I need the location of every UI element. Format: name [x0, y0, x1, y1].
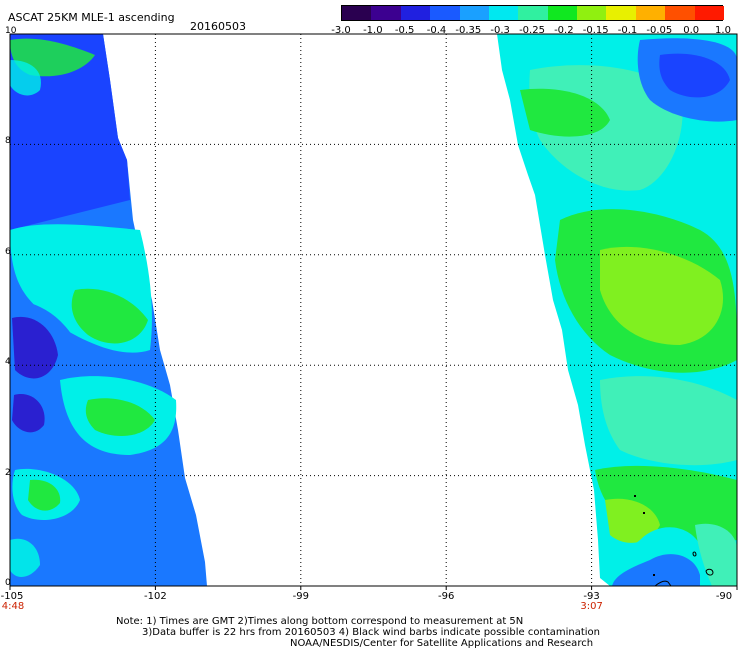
axis-ticks [9, 586, 738, 590]
wind-barbs [634, 495, 655, 576]
swath-west-green-south [28, 479, 61, 511]
x-axis-label: -96 [438, 591, 455, 602]
y-axis-label: 2 [5, 467, 11, 478]
y-axis-label: 4 [5, 357, 11, 368]
x-axis-label: -90 [715, 591, 733, 602]
coastline [654, 551, 714, 587]
swath-east-deep-blue-ne [659, 53, 730, 98]
galapagos-coastline [654, 580, 672, 587]
x-axis-label: -93 [583, 591, 600, 602]
island-outline-small [692, 551, 697, 557]
note-line-1: Note: 1) Times are GMT 2)Times along bot… [116, 616, 524, 627]
colorbar-segment [606, 6, 637, 20]
y-axis-label: 10 [5, 26, 17, 36]
colorbar-segment [547, 6, 578, 20]
swath-west-indigo-core [12, 394, 45, 433]
swath-east-aqua-se [695, 523, 737, 586]
swath-layer [10, 34, 737, 586]
swath-west-green-lower [85, 398, 155, 436]
y-axis-label: 0 [5, 578, 11, 588]
colorbar-tick-label: -0.35 [455, 25, 482, 36]
colorbar-segment [488, 6, 519, 20]
swath-east-green-north [520, 88, 610, 137]
y-axis-label: 8 [5, 136, 11, 147]
colorbar-segment [577, 6, 607, 20]
swath-east-aqua-lower [600, 376, 737, 466]
colorbar-tick-label: -0.05 [646, 25, 673, 36]
swath-east-lime-south [605, 498, 660, 543]
swath-east-blue-south [612, 554, 700, 586]
graticule [10, 34, 737, 586]
colorbar-tick-label: -0.2 [554, 25, 574, 36]
colorbar-tick-label: -0.4 [426, 25, 447, 36]
wind-barb [643, 512, 645, 514]
x-axis-label: -99 [292, 591, 309, 602]
colorbar-tick-label: -0.15 [582, 25, 609, 36]
note-line-3: NOAA/NESDIS/Center for Satellite Applica… [290, 638, 594, 649]
colorbar-tick-label: -0.25 [519, 25, 545, 36]
map-title: ASCAT 25KM MLE-1 ascending [8, 11, 175, 24]
swath-west-cyan-sw [10, 538, 40, 577]
island-outline [705, 568, 714, 576]
colorbar-tick-label: -0.1 [617, 25, 638, 36]
colorbar-segment [518, 6, 549, 20]
colorbar-segment [342, 6, 372, 20]
colorbar-tick-label: -0.5 [394, 25, 415, 36]
y-axis-label: 6 [5, 246, 11, 257]
colorbar-strip [341, 5, 725, 21]
map-date: 20160503 [190, 20, 246, 33]
colorbar-tick-label: -1.0 [363, 25, 383, 36]
colorbar-segment [665, 6, 696, 20]
x-axis-label: -105 [0, 591, 24, 602]
colorbar-segment [694, 6, 725, 20]
swath-east-lime-mid [600, 246, 724, 345]
colorbar-segment [400, 6, 431, 20]
wind-barb [634, 495, 636, 497]
swath-west-cyan-patch [10, 60, 41, 96]
wind-barb [653, 574, 655, 576]
map-frame [9, 33, 738, 587]
pass-time-label: 4:48 [1, 601, 25, 612]
note-line-2: 3)Data buffer is 22 hrs from 20160503 4)… [142, 627, 600, 638]
swath-west-indigo-core [12, 316, 58, 379]
colorbar [341, 5, 725, 21]
x-axis-label: -102 [144, 591, 167, 602]
colorbar-segment [459, 6, 490, 20]
colorbar-tick-label: 1.0 [715, 25, 731, 36]
pass-time-label: 3:07 [580, 601, 603, 612]
colorbar-segment [635, 6, 666, 20]
colorbar-segment [430, 6, 461, 20]
colorbar-tick-label: 0.0 [683, 25, 700, 36]
colorbar-segment [371, 6, 402, 20]
colorbar-tick-label: -0.3 [490, 25, 510, 36]
swath-west-green-band [71, 288, 148, 344]
colorbar-tick-label: -3.0 [331, 25, 351, 36]
